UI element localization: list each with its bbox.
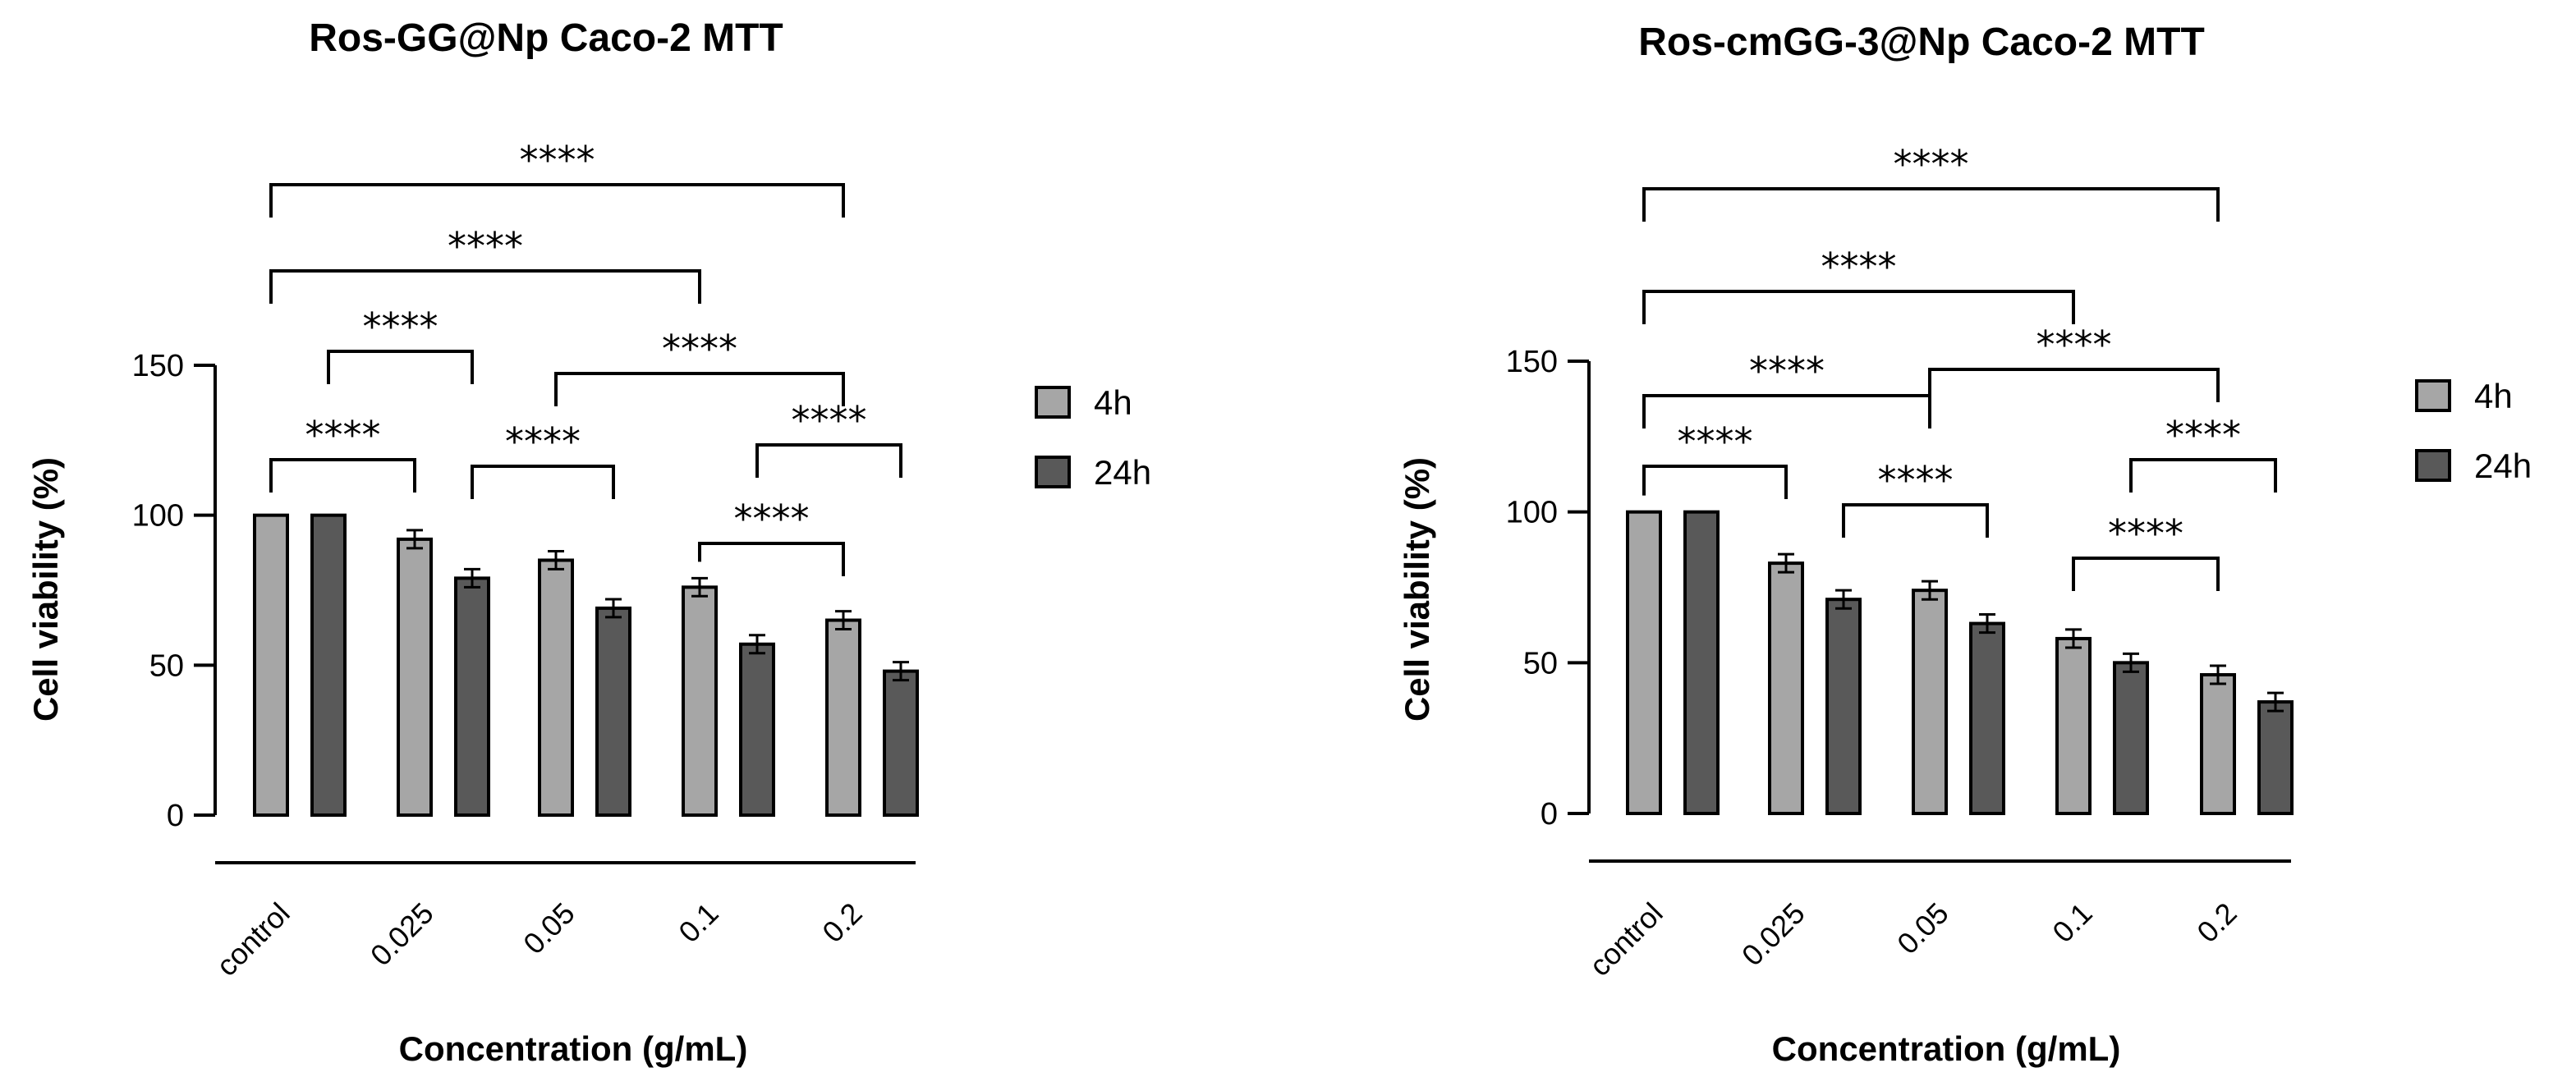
x-tick-label: control <box>209 896 296 983</box>
bar <box>1969 621 2005 816</box>
significance-bracket <box>1842 503 1989 538</box>
significance-bracket <box>1642 187 2220 222</box>
bar <box>739 642 775 818</box>
y-tick-label: 150 <box>132 349 184 383</box>
significance-label: **** <box>305 413 381 457</box>
significance-label: **** <box>520 138 595 182</box>
bar <box>2200 673 2236 815</box>
significance-label: **** <box>792 398 867 442</box>
legend-label: 4h <box>1094 383 1132 422</box>
significance-bracket <box>755 443 902 478</box>
significance-bracket <box>1642 290 2075 324</box>
significance-bracket <box>269 458 416 493</box>
bar <box>1912 589 1948 815</box>
x-tick-label: 0.1 <box>2046 896 2098 949</box>
bar <box>1683 510 1720 816</box>
y-tick-label: 100 <box>132 499 184 534</box>
x-tick-label: control <box>1582 896 1669 983</box>
legend-swatch <box>1035 456 1071 488</box>
x-tick-label: 0.1 <box>672 896 724 949</box>
significance-label: **** <box>1821 245 1897 289</box>
significance-bracket <box>471 465 615 499</box>
bar <box>825 618 861 817</box>
significance-label: **** <box>1678 419 1753 464</box>
legend-swatch <box>2415 379 2451 412</box>
legend-swatch <box>1035 386 1071 419</box>
significance-label: **** <box>2036 323 2112 367</box>
significance-label: **** <box>363 305 439 349</box>
x-tick-label: 0.05 <box>1890 896 1955 961</box>
y-axis-label: Cell viability (%) <box>26 457 65 722</box>
significance-bracket <box>1642 394 1931 428</box>
significance-label: **** <box>505 419 581 464</box>
significance-bracket <box>2129 458 2277 493</box>
bar <box>682 585 718 817</box>
legend-label: 24h <box>2474 447 2532 485</box>
x-tick-label: 0.2 <box>815 896 868 949</box>
chart-1: Ros-GG@Np Caco-2 MTT 0 50 100 150 Cell viabil… <box>26 16 1151 1068</box>
chart-2: Ros-cmGG-3@Np Caco-2 MTT 0 50 100 150 Cell vi… <box>1398 21 2532 1068</box>
x-tick-label: 0.025 <box>1735 896 1811 973</box>
y-tick-label: 50 <box>1523 646 1558 680</box>
legend-label: 24h <box>1094 453 1151 492</box>
chart-title: Ros-GG@Np Caco-2 MTT <box>309 16 783 60</box>
significance-bracket <box>1928 368 2220 402</box>
x-axis-label: Concentration (g/mL) <box>1772 1029 2121 1068</box>
x-tick-label: 0.025 <box>364 896 440 973</box>
y-tick-label: 150 <box>1506 345 1558 379</box>
legend-label: 4h <box>2474 377 2513 415</box>
bar <box>1626 510 1662 816</box>
significance-label: **** <box>2108 511 2183 556</box>
significance-bracket <box>269 183 845 218</box>
bar <box>2257 700 2294 815</box>
significance-label: **** <box>1749 349 1825 393</box>
bar <box>595 606 631 817</box>
significance-bracket <box>554 372 845 406</box>
y-tick-label: 50 <box>149 648 184 683</box>
y-tick-label: 0 <box>167 799 184 833</box>
x-tick-label: 0.05 <box>517 896 581 961</box>
y-axis-label: Cell viability (%) <box>1398 457 1436 722</box>
significance-label: **** <box>1894 142 1969 186</box>
x-axis-label: Concentration (g/mL) <box>399 1029 748 1068</box>
bar <box>2113 661 2149 815</box>
significance-bracket <box>698 542 845 576</box>
significance-label: **** <box>448 224 523 268</box>
significance-label: **** <box>662 327 737 371</box>
bar <box>454 576 490 817</box>
y-tick-label: 100 <box>1506 496 1558 530</box>
legend-swatch <box>2415 449 2451 482</box>
significance-label: **** <box>1878 458 1954 502</box>
bar <box>883 669 919 818</box>
significance-label: **** <box>734 497 810 541</box>
significance-label: **** <box>2165 413 2241 457</box>
bar <box>538 558 574 817</box>
chart-title: Ros-cmGG-3@Np Caco-2 MTT <box>1638 21 2205 64</box>
bar <box>1768 561 1804 815</box>
significance-bracket <box>327 350 474 384</box>
y-tick-label: 0 <box>1541 797 1558 832</box>
bar <box>1825 598 1862 816</box>
significance-bracket <box>1642 465 1788 499</box>
significance-bracket <box>2072 557 2220 591</box>
x-tick-label: 0.2 <box>2190 896 2243 949</box>
bar <box>2055 636 2092 815</box>
significance-bracket <box>269 269 701 304</box>
bar <box>397 537 433 817</box>
bar <box>310 513 347 818</box>
bar <box>253 513 289 818</box>
